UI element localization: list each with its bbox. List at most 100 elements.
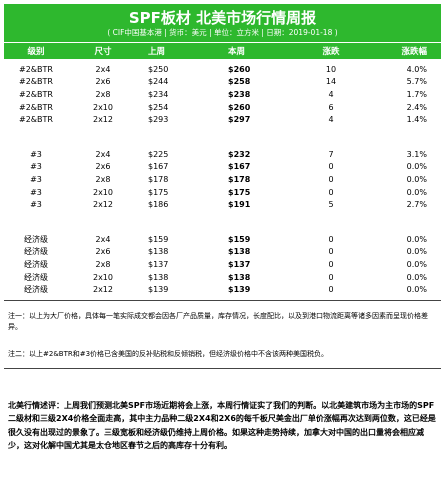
cell-change: 7 <box>328 149 334 159</box>
cell-last-week: $138 <box>148 272 169 282</box>
table-row: #2&BTR 2x6 $244 $258 14 5.7% <box>4 76 441 89</box>
table-row: #2&BTR 2x4 $250 $260 10 4.0% <box>4 63 441 76</box>
cell-last-week: $139 <box>148 285 169 295</box>
cell-change-pct: 1.7% <box>406 89 427 99</box>
note-2: 注二：以上#2&BTR和#3价格已含美国的反补贴税和反倾销税，但经济级价格中不含… <box>8 349 329 358</box>
cell-change: 0 <box>328 174 334 184</box>
cell-grade: #3 <box>30 149 42 159</box>
cell-size: 2x12 <box>92 200 113 210</box>
cell-change-pct: 0.0% <box>406 259 427 269</box>
cell-this-week: $260 <box>228 64 251 74</box>
cell-size: 2x8 <box>95 259 111 269</box>
cell-this-week: $159 <box>228 234 251 244</box>
cell-last-week: $178 <box>148 174 169 184</box>
cell-change-pct: 0.0% <box>406 162 427 172</box>
table-row: #3 2x6 $167 $167 0 0.0% <box>4 161 441 174</box>
title-bar: SPF板材 北美市场行情周报 ( CIF中国基本港 | 货币：美元 | 单位：立… <box>4 4 441 42</box>
cell-grade: 经济级 <box>24 234 48 244</box>
header-change: 涨跌 <box>322 47 340 57</box>
table-row: #3 2x4 $225 $232 7 3.1% <box>4 148 441 161</box>
cell-change: 0 <box>328 162 334 172</box>
cell-change: 10 <box>325 64 337 74</box>
cell-size: 2x10 <box>92 272 113 282</box>
table-body: #2&BTR 2x4 $250 $260 10 4.0% #2&BTR 2x6 $244 $258… <box>4 59 441 296</box>
cell-this-week: $238 <box>228 89 251 99</box>
cell-change-pct: 0.0% <box>406 285 427 295</box>
table-row: 经济级 2x10 $138 $138 0 0.0% <box>4 271 441 284</box>
cell-change-pct: 0.0% <box>406 187 427 197</box>
cell-change: 4 <box>328 115 334 125</box>
cell-grade: #2&BTR <box>19 77 53 87</box>
cell-change: 14 <box>325 77 337 87</box>
cell-this-week: $232 <box>228 149 251 159</box>
table-header: 级别 尺寸 上周 本周 涨跌 涨跌幅 <box>4 42 441 59</box>
cell-size: 2x12 <box>92 115 113 125</box>
cell-this-week: $178 <box>228 174 251 184</box>
cell-last-week: $234 <box>148 89 169 99</box>
cell-grade: #3 <box>30 200 42 210</box>
report-title: SPF板材 北美市场行情周报 <box>128 9 317 27</box>
cell-change-pct: 5.7% <box>406 77 427 87</box>
cell-size: 2x6 <box>95 247 111 257</box>
notes-bottom-rule <box>4 367 441 369</box>
cell-size: 2x6 <box>95 77 111 87</box>
cell-grade: 经济级 <box>24 285 48 295</box>
cell-this-week: $260 <box>228 102 251 112</box>
group-spacer <box>4 126 441 148</box>
cell-last-week: $175 <box>148 187 169 197</box>
cell-this-week: $138 <box>228 272 251 282</box>
report-subtitle: ( CIF中国基本港 | 货币：美元 | 单位：立方米 | 日期：2019-01… <box>107 28 338 37</box>
cell-change: 4 <box>328 89 334 99</box>
cell-last-week: $293 <box>148 115 169 125</box>
cell-change-pct: 4.0% <box>406 64 427 74</box>
cell-change-pct: 2.4% <box>406 102 427 112</box>
cell-this-week: $175 <box>228 187 251 197</box>
cell-change-pct: 0.0% <box>406 272 427 282</box>
cell-this-week: $167 <box>228 162 251 172</box>
cell-grade: #3 <box>30 174 42 184</box>
cell-last-week: $225 <box>148 149 169 159</box>
cell-last-week: $138 <box>148 247 169 257</box>
header-this-week: 本周 <box>228 47 246 57</box>
cell-change: 0 <box>328 234 334 244</box>
cell-last-week: $137 <box>148 259 169 269</box>
cell-grade: 经济级 <box>24 272 48 282</box>
cell-change: 0 <box>328 247 334 257</box>
table-row: 经济级 2x6 $138 $138 0 0.0% <box>4 246 441 259</box>
cell-grade: 经济级 <box>24 247 48 257</box>
table-row: #2&BTR 2x10 $254 $260 6 2.4% <box>4 101 441 114</box>
cell-size: 2x6 <box>95 162 111 172</box>
cell-change-pct: 1.4% <box>406 115 427 125</box>
cell-change: 6 <box>328 102 334 112</box>
cell-grade: #2&BTR <box>19 115 53 125</box>
cell-change: 0 <box>328 272 334 282</box>
cell-grade: #2&BTR <box>19 89 53 99</box>
table-row: 经济级 2x8 $137 $137 0 0.0% <box>4 258 441 271</box>
cell-size: 2x4 <box>95 234 111 244</box>
cell-change: 0 <box>328 259 334 269</box>
cell-size: 2x4 <box>95 64 111 74</box>
cell-grade: #2&BTR <box>19 64 53 74</box>
header-change-pct: 涨跌幅 <box>401 47 427 57</box>
cell-change-pct: 2.7% <box>406 200 427 210</box>
cell-size: 2x10 <box>92 102 113 112</box>
table-row: #2&BTR 2x8 $234 $238 4 1.7% <box>4 88 441 101</box>
cell-this-week: $258 <box>228 77 251 87</box>
report: SPF板材 北美市场行情周报 ( CIF中国基本港 | 货币：美元 | 单位：立… <box>4 4 441 453</box>
cell-size: 2x10 <box>92 187 113 197</box>
header-size: 尺寸 <box>94 47 112 57</box>
cell-change: 5 <box>328 200 334 210</box>
cell-change-pct: 0.0% <box>406 247 427 257</box>
cell-this-week: $139 <box>228 285 251 295</box>
cell-change-pct: 0.0% <box>406 174 427 184</box>
cell-this-week: $137 <box>228 259 251 269</box>
cell-last-week: $244 <box>148 77 169 87</box>
cell-last-week: $254 <box>148 102 169 112</box>
header-last-week: 上周 <box>148 47 166 57</box>
cell-size: 2x8 <box>95 89 111 99</box>
header-grade: 级别 <box>27 47 45 57</box>
cell-grade: #3 <box>30 162 42 172</box>
cell-last-week: $167 <box>148 162 169 172</box>
cell-size: 2x12 <box>92 285 113 295</box>
cell-size: 2x8 <box>95 174 111 184</box>
